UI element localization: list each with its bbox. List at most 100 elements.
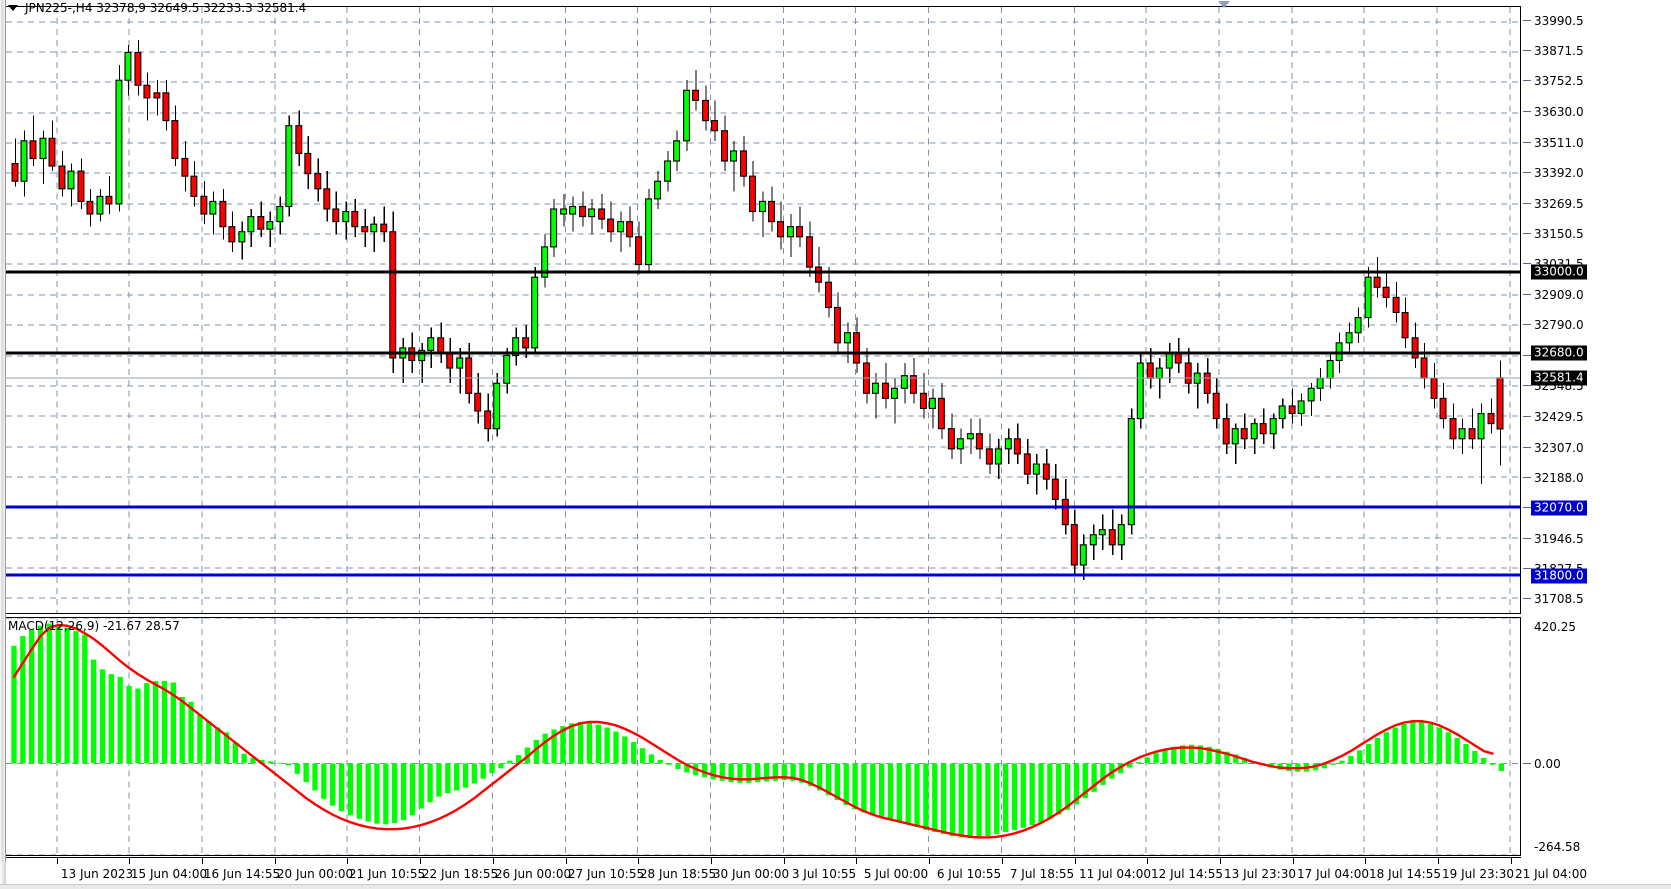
macd-axis[interactable]: 420.25 0.00 -264.58: [1521, 617, 1671, 856]
axis-tick-mark: [1523, 476, 1531, 478]
price-axis-tick-label: 33630.0: [1523, 106, 1584, 118]
axis-tick-mark: [1523, 202, 1531, 204]
price-axis-tick-label: 32909.0: [1523, 289, 1584, 301]
price-level-badge[interactable]: 32581.4: [1531, 370, 1587, 386]
axis-tick-mark: [1523, 415, 1531, 417]
time-axis-tick-mark: [275, 858, 276, 864]
time-axis-tick-mark: [784, 858, 785, 864]
time-axis-label: 5 Jul 00:00: [863, 867, 929, 881]
time-axis-tick-mark: [57, 858, 58, 864]
price-axis[interactable]: 33990.5 33871.5 33752.5 33630.0 33511.0 33392…: [1521, 6, 1671, 614]
time-axis-label: 26 Jun 00:00: [494, 867, 572, 881]
time-axis-label: 21 Jul 04:00: [1515, 867, 1587, 881]
time-axis-tick-mark: [129, 858, 130, 864]
time-axis-label: 13 Jun 2023: [60, 867, 134, 881]
axis-tick-mark: [1523, 20, 1531, 22]
macd-axis-tick-label: -264.58: [1534, 840, 1581, 854]
axis-tick-mark: [1523, 598, 1531, 600]
time-axis-tick-mark: [1365, 858, 1366, 864]
bottom-status-strip: [0, 884, 1671, 889]
time-axis-label: 6 Jul 10:55: [936, 867, 1002, 881]
macd-axis-tick-label: 0.00: [1523, 758, 1561, 770]
axis-tick-mark: [1523, 446, 1531, 448]
axis-tick-mark: [1523, 385, 1531, 387]
price-axis-tick-label: 32790.0: [1523, 319, 1584, 331]
time-axis-label: 18 Jul 14:55: [1369, 867, 1441, 881]
time-axis-tick-mark: [1293, 858, 1294, 864]
price-level-badge[interactable]: 31800.0: [1531, 568, 1587, 584]
time-axis-tick-mark: [493, 858, 494, 864]
price-axis-tick-label: 33511.0: [1523, 137, 1584, 149]
price-axis-tick-label: 33990.5: [1523, 15, 1584, 27]
macd-plot-svg: [6, 618, 1520, 855]
time-axis-tick-mark: [1147, 858, 1148, 864]
price-axis-tick-label: 33871.5: [1523, 45, 1584, 57]
scroll-marker-triangle-down-icon[interactable]: [1218, 1, 1230, 8]
symbol-ohlc-label: JPN225-,H4 32378,9 32649.5 32233.3 32581…: [25, 1, 307, 15]
time-axis-label: 15 Jun 04:00: [130, 867, 208, 881]
time-axis-tick-mark: [711, 858, 712, 864]
left-gutter: [0, 0, 6, 862]
axis-tick-mark: [1523, 111, 1531, 113]
price-axis-tick-label: 31946.5: [1523, 533, 1584, 545]
price-level-badge[interactable]: 33000.0: [1531, 264, 1587, 280]
time-axis-tick-mark: [929, 858, 930, 864]
time-axis-tick-mark: [1438, 858, 1439, 864]
time-axis-label: 16 Jun 14:55: [203, 867, 281, 881]
time-axis-label: 27 Jun 10:55: [567, 867, 645, 881]
time-axis-tick-mark: [856, 858, 857, 864]
time-axis-label: 17 Jul 04:00: [1297, 867, 1369, 881]
price-level-badge[interactable]: 32680.0: [1531, 345, 1587, 361]
time-axis-label: 3 Jul 10:55: [791, 867, 857, 881]
time-axis-label: 12 Jul 14:55: [1151, 867, 1223, 881]
axis-tick-mark: [1523, 762, 1531, 764]
price-axis-tick-label: 33392.0: [1523, 167, 1584, 179]
macd-label: MACD(12,26,9) -21.67 28.57: [8, 619, 180, 633]
axis-tick-mark: [1523, 50, 1531, 52]
price-axis-tick-label: 33269.5: [1523, 198, 1584, 210]
time-axis-label: 21 Jun 10:55: [348, 867, 426, 881]
macd-indicator-panel[interactable]: [6, 617, 1521, 856]
time-axis-label: 22 Jun 18:55: [421, 867, 499, 881]
time-axis-tick-mark: [1002, 858, 1003, 864]
axis-tick-mark: [1523, 354, 1531, 356]
axis-tick-mark: [1523, 324, 1531, 326]
time-axis-label: 7 Jul 18:55: [1009, 867, 1075, 881]
time-axis-tick-mark: [1220, 858, 1221, 864]
axis-tick-mark: [1523, 537, 1531, 539]
axis-tick-mark: [1523, 263, 1531, 265]
price-axis-tick-label: 32429.5: [1523, 411, 1584, 423]
price-chart-panel[interactable]: [6, 6, 1521, 614]
macd-axis-tick-label: 420.25: [1534, 620, 1576, 634]
time-axis-tick-mark: [1075, 858, 1076, 864]
time-axis-tick-mark: [202, 858, 203, 864]
axis-tick-mark: [1523, 294, 1531, 296]
price-plot-svg: [6, 7, 1520, 613]
time-axis-tick-mark: [638, 858, 639, 864]
axis-tick-mark: [1523, 568, 1531, 570]
price-axis-tick-label: 33150.5: [1523, 228, 1584, 240]
price-level-badge[interactable]: 32070.0: [1531, 500, 1587, 516]
time-axis-label: 19 Jul 23:30: [1442, 867, 1514, 881]
time-axis-tick-mark: [1511, 858, 1512, 864]
time-axis-label: 20 Jun 00:00: [276, 867, 354, 881]
time-axis-tick-mark: [566, 858, 567, 864]
time-axis-label: 30 Jun 00:00: [712, 867, 790, 881]
price-axis-tick-label: 32188.0: [1523, 472, 1584, 484]
price-axis-tick-label: 33752.5: [1523, 75, 1584, 87]
time-axis-tick-mark: [347, 858, 348, 864]
chart-symbol-header: JPN225-,H4 32378,9 32649.5 32233.3 32581…: [8, 1, 306, 15]
time-axis[interactable]: 13 Jun 2023 15 Jun 04:00 16 Jun 14:55 20 Ju…: [6, 857, 1587, 889]
axis-tick-mark: [1523, 141, 1531, 143]
time-axis-label: 28 Jun 18:55: [639, 867, 717, 881]
triangle-down-icon[interactable]: [8, 5, 18, 11]
axis-tick-mark: [1523, 171, 1531, 173]
axis-tick-mark: [1523, 232, 1531, 234]
axis-tick-mark: [1523, 80, 1531, 82]
time-axis-label: 13 Jul 23:30: [1224, 867, 1296, 881]
time-axis-label: 11 Jul 04:00: [1079, 867, 1151, 881]
price-axis-tick-label: 32307.0: [1523, 442, 1584, 454]
price-axis-tick-label: 31708.5: [1523, 593, 1584, 605]
axis-tick-mark: [1523, 506, 1531, 508]
